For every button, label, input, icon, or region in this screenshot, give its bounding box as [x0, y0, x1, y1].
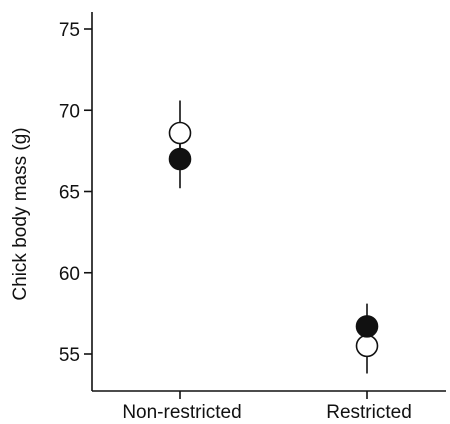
x-category-label: Non-restricted	[122, 402, 241, 423]
y-axis: 55 60 65 70 75	[59, 12, 93, 391]
y-tick-label: 55	[59, 345, 80, 366]
y-axis-title: Chick body mass (g)	[10, 127, 31, 300]
open-point	[355, 334, 379, 358]
y-tick-label: 75	[59, 20, 80, 41]
y-tick-label: 70	[59, 101, 80, 122]
y-tick-label: 60	[59, 264, 80, 285]
plot-area	[168, 100, 379, 374]
y-tick-label: 65	[59, 183, 80, 204]
open-point	[168, 121, 192, 145]
x-axis: Non-restricted Restricted	[92, 390, 446, 423]
filled-point	[355, 315, 379, 338]
filled-point	[168, 147, 192, 171]
x-category-label: Restricted	[326, 402, 412, 423]
